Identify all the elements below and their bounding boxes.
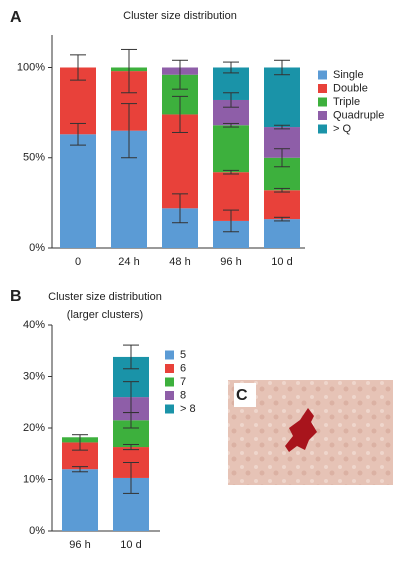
x-tick-label: 0 bbox=[75, 256, 81, 268]
x-tick-label: 10 d bbox=[120, 539, 141, 551]
legend-swatch bbox=[165, 391, 174, 400]
bar-segment bbox=[264, 219, 300, 248]
bar-segment bbox=[60, 134, 96, 248]
x-tick-label: 48 h bbox=[169, 256, 190, 268]
legend-label: 6 bbox=[180, 362, 186, 374]
chart-title: Cluster size distribution bbox=[48, 291, 162, 303]
y-tick-label: 30% bbox=[23, 370, 45, 382]
error-bar bbox=[172, 59, 188, 90]
error-bar bbox=[274, 148, 290, 168]
error-bar bbox=[223, 122, 239, 128]
x-tick-label: 96 h bbox=[220, 256, 241, 268]
error-bar bbox=[223, 169, 239, 175]
legend-label: 5 bbox=[180, 349, 186, 361]
panel-label: A bbox=[10, 9, 22, 26]
error-bar bbox=[121, 103, 137, 159]
panel-label-bg bbox=[234, 383, 256, 407]
error-bar bbox=[223, 209, 239, 233]
x-tick-label: 10 d bbox=[271, 256, 292, 268]
legend-label: Triple bbox=[333, 96, 360, 108]
panel-label: B bbox=[10, 288, 22, 305]
legend-swatch bbox=[165, 364, 174, 373]
y-tick-label: 50% bbox=[23, 152, 45, 164]
x-tick-label: 24 h bbox=[118, 256, 139, 268]
legend-swatch bbox=[318, 84, 327, 93]
error-bar bbox=[274, 187, 290, 193]
bar-segment bbox=[213, 125, 249, 173]
error-bar bbox=[172, 193, 188, 224]
bar-segment bbox=[62, 469, 98, 531]
error-bar bbox=[123, 381, 139, 414]
error-bar bbox=[223, 61, 239, 74]
legend-swatch bbox=[318, 111, 327, 120]
error-bar bbox=[172, 95, 188, 133]
y-tick-label: 0% bbox=[29, 525, 45, 537]
legend-swatch bbox=[165, 350, 174, 360]
error-bar bbox=[274, 124, 290, 130]
error-bar bbox=[274, 216, 290, 222]
y-tick-label: 0% bbox=[29, 242, 45, 254]
error-bar bbox=[123, 344, 139, 370]
legend-label: 7 bbox=[180, 376, 186, 388]
legend-label: Double bbox=[333, 82, 368, 94]
chart-title: Cluster size distribution bbox=[123, 10, 237, 22]
error-bar bbox=[72, 466, 88, 473]
y-tick-label: 40% bbox=[23, 319, 45, 331]
y-tick-label: 20% bbox=[23, 422, 45, 434]
error-bar bbox=[223, 92, 239, 108]
legend-label: 8 bbox=[180, 389, 186, 401]
legend-label: Quadruple bbox=[333, 109, 384, 121]
error-bar bbox=[123, 443, 139, 451]
legend-swatch bbox=[318, 70, 327, 80]
legend-label: > Q bbox=[333, 123, 351, 135]
bar-segment bbox=[264, 190, 300, 220]
x-tick-label: 96 h bbox=[69, 539, 90, 551]
error-bar bbox=[72, 434, 88, 451]
legend-label: Single bbox=[333, 69, 364, 81]
bar-segment bbox=[264, 67, 300, 128]
legend-label: > 8 bbox=[180, 403, 196, 415]
cell-cluster bbox=[285, 408, 317, 452]
legend-swatch bbox=[165, 377, 174, 387]
legend-swatch bbox=[165, 404, 174, 414]
y-tick-label: 100% bbox=[17, 61, 45, 73]
legend-swatch bbox=[318, 124, 327, 134]
y-tick-label: 10% bbox=[23, 473, 45, 485]
error-bar bbox=[123, 462, 139, 494]
error-bar bbox=[274, 59, 290, 76]
chart-subtitle: (larger clusters) bbox=[67, 309, 143, 321]
error-bar bbox=[70, 54, 86, 81]
error-bar bbox=[70, 122, 86, 146]
legend-swatch bbox=[318, 97, 327, 107]
error-bar bbox=[121, 48, 137, 94]
panel-label: C bbox=[236, 387, 248, 404]
